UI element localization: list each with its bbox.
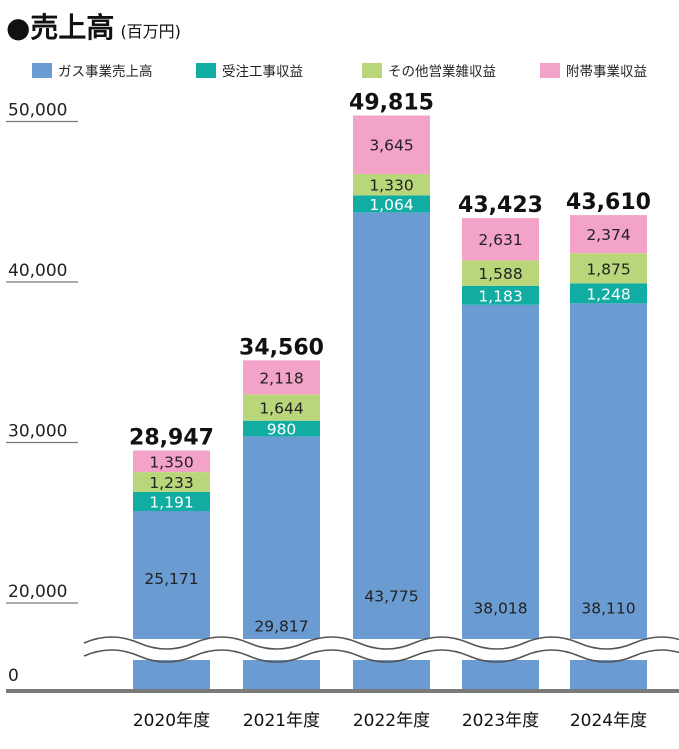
x-tick-label-3: 2023年度	[462, 711, 539, 731]
y-tick-label-4: 50,000	[8, 101, 67, 121]
data-label-ancillary-2: 3,645	[369, 137, 413, 155]
legend-label-other: その他営業雑収益	[388, 64, 496, 80]
y-tick-label-2: 30,000	[8, 422, 67, 442]
data-label-contract-3: 1,183	[478, 287, 522, 305]
axis-break-line-bottom	[83, 649, 679, 663]
bar-gas-4	[570, 303, 647, 689]
x-tick-label-4: 2024年度	[570, 711, 647, 731]
data-label-ancillary-3: 2,631	[478, 231, 522, 249]
chart-legend: ガス事業売上高 受注工事収益 その他営業雑収益 附帯事業収益	[10, 58, 679, 82]
data-label-other-4: 1,875	[586, 260, 630, 278]
bar-ancillary-4	[570, 215, 647, 254]
bar-other-3	[462, 260, 539, 286]
data-label-ancillary-4: 2,374	[586, 226, 630, 244]
chart-title-text: ●売上高	[6, 11, 115, 44]
axis-break-line-top	[83, 636, 679, 650]
chart-unit: (百万円)	[120, 22, 181, 41]
data-label-ancillary-0: 1,350	[149, 453, 193, 471]
data-label-gas-4: 38,110	[581, 600, 635, 618]
data-label-contract-2: 1,064	[369, 196, 413, 214]
x-axis-line	[6, 689, 679, 693]
total-label-2: 49,815	[349, 90, 434, 115]
legend-item-contract: 受注工事収益	[196, 58, 303, 82]
legend-swatch-gas	[32, 62, 52, 78]
data-label-other-2: 1,330	[369, 177, 413, 195]
bar-gas-3	[462, 304, 539, 689]
bar-contract-4	[570, 283, 647, 304]
data-label-other-1: 1,644	[259, 400, 303, 418]
data-label-gas-2: 43,775	[364, 587, 418, 605]
data-label-contract-1: 980	[267, 421, 297, 439]
bar-ancillary-2	[353, 115, 430, 174]
y-tick-label-3: 40,000	[8, 261, 67, 281]
data-label-other-3: 1,588	[478, 265, 522, 283]
data-label-contract-4: 1,248	[586, 285, 630, 303]
bar-other-2	[353, 173, 430, 196]
data-label-contract-0: 1,191	[149, 493, 193, 511]
total-label-4: 43,610	[566, 190, 651, 215]
bar-other-1	[243, 394, 320, 421]
legend-swatch-ancillary	[540, 62, 560, 78]
y-tick-label-1: 20,000	[8, 582, 67, 602]
legend-item-gas: ガス事業売上高	[32, 58, 153, 82]
data-label-ancillary-1: 2,118	[259, 369, 303, 387]
bar-contract-1	[243, 420, 320, 437]
y-tick-label-0: 0	[8, 666, 19, 686]
bar-ancillary-1	[243, 360, 320, 395]
bar-other-0	[133, 472, 210, 492]
data-label-gas-3: 38,018	[473, 600, 527, 618]
bar-contract-0	[133, 491, 210, 512]
x-tick-label-2: 2022年度	[353, 711, 430, 731]
chart-title: ●売上高 (百万円)	[6, 6, 181, 46]
data-label-gas-1: 29,817	[254, 617, 308, 635]
bar-ancillary-3	[462, 218, 539, 261]
bar-contract-2	[353, 195, 430, 213]
data-label-gas-0: 25,171	[144, 570, 198, 588]
legend-label-gas: ガス事業売上高	[58, 64, 153, 80]
bar-ancillary-0	[133, 450, 210, 473]
bar-other-4	[570, 253, 647, 284]
legend-item-other: その他営業雑収益	[362, 58, 496, 82]
legend-label-contract: 受注工事収益	[222, 64, 303, 80]
total-label-0: 28,947	[129, 425, 214, 450]
bar-contract-3	[462, 285, 539, 305]
data-label-other-0: 1,233	[149, 474, 193, 492]
total-label-3: 43,423	[458, 193, 543, 218]
legend-swatch-other	[362, 62, 382, 78]
legend-swatch-contract	[196, 62, 216, 78]
bar-gas-2	[353, 212, 430, 689]
x-tick-label-1: 2021年度	[243, 711, 320, 731]
x-tick-label-0: 2020年度	[133, 711, 210, 731]
legend-item-ancillary: 附帯事業収益	[540, 58, 647, 82]
legend-label-ancillary: 附帯事業収益	[566, 64, 647, 80]
total-label-1: 34,560	[239, 335, 324, 360]
